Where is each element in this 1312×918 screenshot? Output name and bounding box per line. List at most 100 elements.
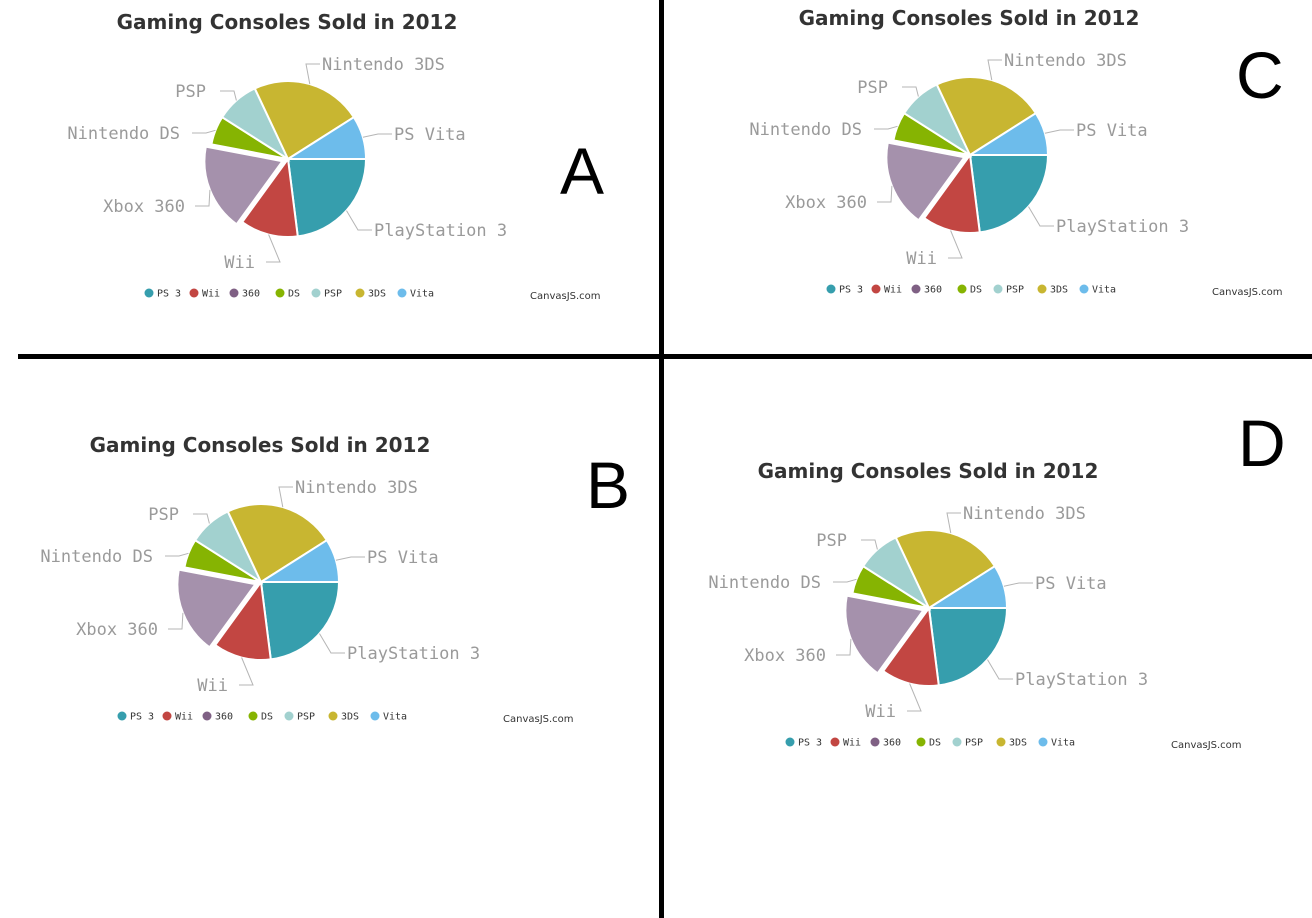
leader-line-ps-vita — [1044, 129, 1074, 134]
legend-label-ps-3[interactable]: PS 3 — [798, 738, 822, 749]
slice-label-playstation-3: PlayStation 3 — [374, 221, 507, 241]
legend-label-wii[interactable]: Wii — [884, 285, 902, 296]
pie-slice-ps-vita[interactable] — [925, 564, 1009, 609]
slice-label-xbox-360: Xbox 360 — [76, 620, 158, 640]
legend-marker-psp — [284, 711, 294, 721]
slice-label-psp: PSP — [148, 505, 179, 525]
legend-marker-ds — [275, 288, 285, 298]
legend-marker-ps-3 — [144, 288, 154, 298]
legend-marker-3ds — [1037, 284, 1047, 294]
pie-slice-playstation-3[interactable] — [259, 581, 341, 661]
leader-line-wii — [907, 683, 922, 712]
pie-slice-ps-vita[interactable] — [966, 111, 1050, 156]
pie-chart-d: Gaming Consoles Sold in 2012 PlayStation … — [708, 459, 1242, 751]
horizontal-divider — [18, 354, 1312, 359]
leader-line-wii — [266, 234, 281, 263]
legend-label-ds[interactable]: DS — [970, 285, 982, 296]
legend-label-360[interactable]: 360 — [883, 738, 901, 749]
legend-label-psp[interactable]: PSP — [1006, 285, 1024, 296]
legend-label-wii[interactable]: Wii — [202, 289, 220, 300]
legend-label-360[interactable]: 360 — [242, 289, 260, 300]
leader-line-xbox-360 — [168, 612, 184, 630]
slice-label-xbox-360: Xbox 360 — [785, 193, 867, 213]
leader-line-playstation-3 — [1028, 206, 1054, 227]
legend-label-ds[interactable]: DS — [288, 289, 300, 300]
legend-label-ds[interactable]: DS — [929, 738, 941, 749]
legend-marker-psp — [952, 737, 962, 747]
leader-line-psp — [902, 86, 919, 97]
legend-marker-ps-3 — [826, 284, 836, 294]
legend-label-psp[interactable]: PSP — [297, 712, 315, 723]
leader-line-psp — [193, 513, 210, 524]
leader-line-xbox-360 — [195, 189, 211, 207]
canvasjs-credit-link[interactable]: CanvasJS.com — [1171, 740, 1242, 751]
canvasjs-credit-link[interactable]: CanvasJS.com — [1212, 287, 1283, 298]
chart-title-c: Gaming Consoles Sold in 2012 — [799, 6, 1140, 30]
legend-marker-wii — [830, 737, 840, 747]
pie-slice-playstation-3[interactable] — [286, 158, 368, 238]
slice-label-playstation-3: PlayStation 3 — [1015, 670, 1148, 690]
slice-label-psp: PSP — [857, 78, 888, 98]
chart-panel-b: Gaming Consoles Sold in 2012 PlayStation … — [0, 427, 613, 757]
legend-label-3ds[interactable]: 3DS — [368, 289, 386, 300]
pie-slice-ps-vita[interactable] — [284, 115, 368, 160]
legend-label-360[interactable]: 360 — [924, 285, 942, 296]
chart-panel-d: Gaming Consoles Sold in 2012 PlayStation … — [661, 453, 1281, 783]
leader-line-nintendo-ds — [833, 578, 857, 583]
legend-label-ds[interactable]: DS — [261, 712, 273, 723]
legend-label-psp[interactable]: PSP — [965, 738, 983, 749]
legend-marker-360 — [229, 288, 239, 298]
leader-line-nintendo-3ds — [987, 59, 1002, 81]
slice-label-nintendo-3ds: Nintendo 3DS — [322, 55, 445, 75]
legend-marker-vita — [1038, 737, 1048, 747]
leader-line-psp — [861, 539, 878, 550]
leader-line-playstation-3 — [987, 659, 1013, 680]
slice-label-xbox-360: Xbox 360 — [744, 646, 826, 666]
legend-marker-3ds — [328, 711, 338, 721]
legend-marker-ps-3 — [785, 737, 795, 747]
pie-slice-playstation-3[interactable] — [968, 154, 1050, 234]
legend-label-ps-3[interactable]: PS 3 — [130, 712, 154, 723]
canvasjs-credit-link[interactable]: CanvasJS.com — [503, 714, 574, 725]
legend-label-3ds[interactable]: 3DS — [341, 712, 359, 723]
legend-label-psp[interactable]: PSP — [324, 289, 342, 300]
slice-label-psp: PSP — [175, 82, 206, 102]
pie-chart-c: Gaming Consoles Sold in 2012 PlayStation … — [749, 6, 1283, 298]
legend-marker-vita — [1079, 284, 1089, 294]
legend-marker-360 — [202, 711, 212, 721]
legend-marker-wii — [871, 284, 881, 294]
slice-label-wii: Wii — [197, 676, 228, 696]
legend-marker-3ds — [355, 288, 365, 298]
slice-label-nintendo-ds: Nintendo DS — [67, 124, 180, 144]
legend-label-vita[interactable]: Vita — [1051, 738, 1075, 749]
leader-line-wii — [239, 657, 254, 686]
slice-label-nintendo-ds: Nintendo DS — [749, 120, 862, 140]
pie-slice-ps-vita[interactable] — [257, 538, 341, 583]
legend-marker-ds — [916, 737, 926, 747]
leader-line-nintendo-ds — [874, 125, 898, 130]
chart-panel-a: Gaming Consoles Sold in 2012 PlayStation … — [20, 4, 640, 334]
leader-line-ps-vita — [362, 133, 392, 138]
legend-label-360[interactable]: 360 — [215, 712, 233, 723]
legend-label-wii[interactable]: Wii — [175, 712, 193, 723]
legend-label-3ds[interactable]: 3DS — [1050, 285, 1068, 296]
canvasjs-credit-link[interactable]: CanvasJS.com — [530, 291, 601, 302]
pie-slice-playstation-3[interactable] — [927, 607, 1009, 687]
vertical-divider — [659, 0, 664, 918]
legend-label-wii[interactable]: Wii — [843, 738, 861, 749]
legend-label-vita[interactable]: Vita — [410, 289, 434, 300]
legend-marker-ds — [248, 711, 258, 721]
legend-label-ps-3[interactable]: PS 3 — [157, 289, 181, 300]
legend-marker-3ds — [996, 737, 1006, 747]
legend-marker-wii — [162, 711, 172, 721]
chart-title-b: Gaming Consoles Sold in 2012 — [90, 433, 431, 457]
slice-label-wii: Wii — [865, 702, 896, 722]
leader-line-xbox-360 — [836, 638, 852, 656]
chart-title-d: Gaming Consoles Sold in 2012 — [758, 459, 1099, 483]
legend-label-vita[interactable]: Vita — [383, 712, 407, 723]
chart-panel-c: Gaming Consoles Sold in 2012 PlayStation … — [702, 0, 1312, 330]
slice-label-ps-vita: PS Vita — [1035, 574, 1107, 594]
legend-label-ps-3[interactable]: PS 3 — [839, 285, 863, 296]
legend-label-3ds[interactable]: 3DS — [1009, 738, 1027, 749]
legend-label-vita[interactable]: Vita — [1092, 285, 1116, 296]
